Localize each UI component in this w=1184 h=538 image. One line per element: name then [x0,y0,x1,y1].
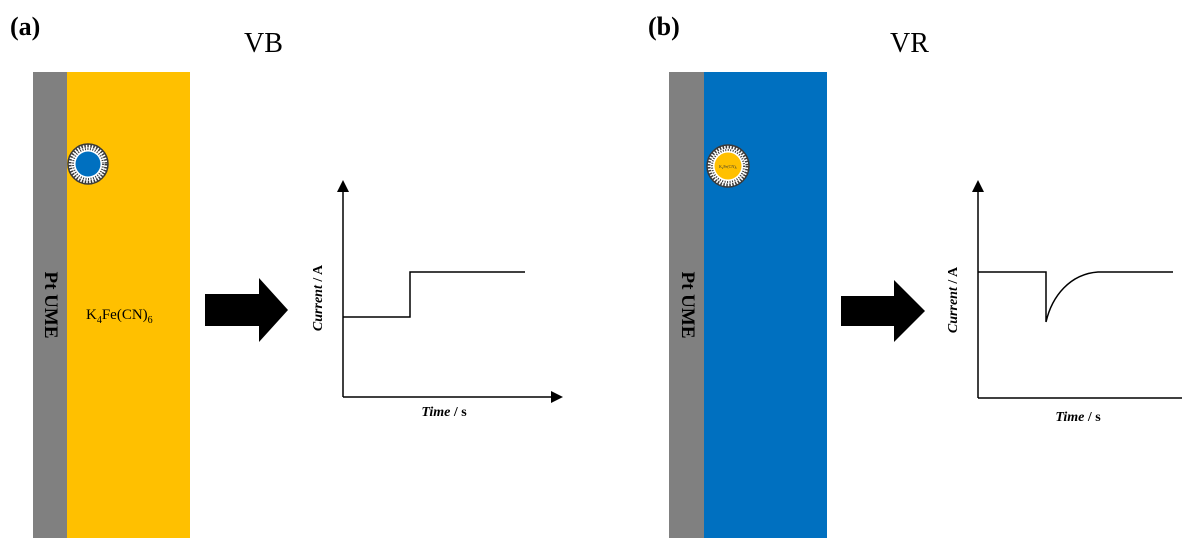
solution-species-label: K4Fe(CN)6 [86,307,153,326]
panel-a-title: VB [244,28,283,59]
current-trace-a [343,271,525,318]
vesicle-icon [706,144,750,188]
panel-b-tag: (b) [648,12,680,41]
panel-b-title: VR [890,28,929,59]
x-axis-label-b: Time / s [1055,410,1101,425]
panel-a-tag: (a) [10,12,41,41]
y-axis-label-a: Current / A [311,264,326,331]
x-axis-label-a: Time / s [421,405,467,420]
current-trace-b [978,271,1173,323]
right-arrow-icon [205,278,288,342]
pt-ume-electrode-a: Pt UME [33,72,67,538]
vesicle-content-label: K₄Fe(CN)₆ [719,164,738,169]
pt-ume-electrode-b: Pt UME [669,72,704,538]
y-axis-label-b: Current / A [946,266,961,333]
right-arrow-icon [841,280,925,342]
vesicle-icon [67,143,109,185]
